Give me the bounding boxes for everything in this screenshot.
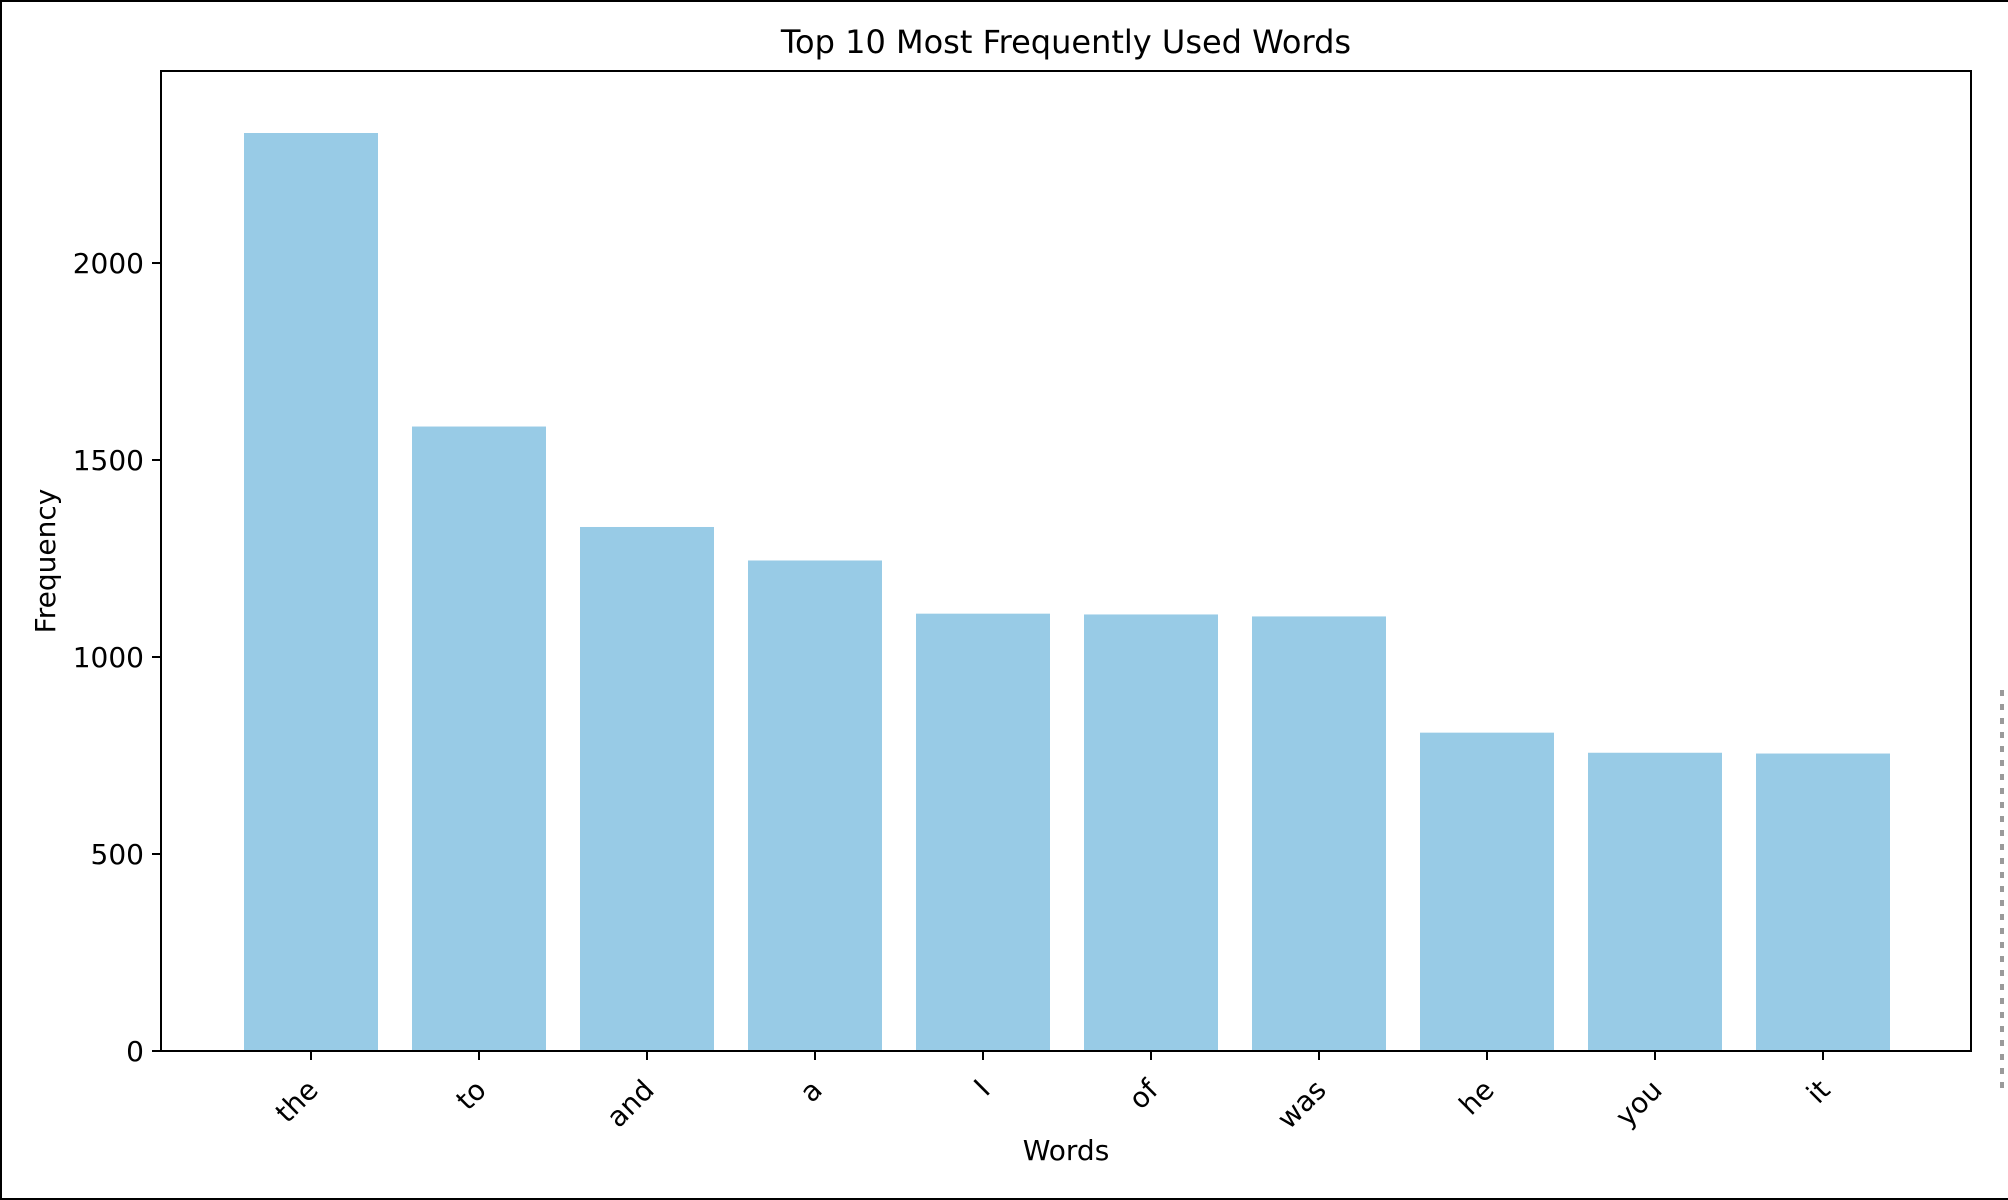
bar-it xyxy=(1756,753,1890,1051)
y-tick-label: 500 xyxy=(91,838,144,871)
y-tick-label: 1000 xyxy=(73,641,144,674)
y-tick-label: 0 xyxy=(126,1035,144,1068)
x-tick-label: he xyxy=(1453,1073,1501,1121)
x-axis-label: Words xyxy=(1023,1134,1110,1167)
x-tick-label: the xyxy=(269,1073,325,1129)
y-axis: 0 500 1000 1500 2000 xyxy=(73,247,161,1068)
x-tick-label: you xyxy=(1609,1073,1669,1133)
bar-to xyxy=(412,426,546,1052)
chart-title: Top 10 Most Frequently Used Words xyxy=(780,23,1351,61)
plot-area-frame xyxy=(160,70,1972,1052)
bar-was xyxy=(1252,616,1386,1051)
bar-of xyxy=(1084,614,1218,1051)
x-tick-label: a xyxy=(793,1073,828,1108)
y-axis-label: Frequency xyxy=(29,489,62,634)
y-tick-label: 2000 xyxy=(73,247,144,280)
x-tick-label: of xyxy=(1122,1073,1165,1116)
x-tick-label: and xyxy=(600,1073,661,1134)
x-tick-label: I xyxy=(967,1073,996,1102)
edge-scroll-artifact xyxy=(2000,690,2004,1090)
bar-he xyxy=(1420,732,1554,1051)
bar-a xyxy=(748,560,882,1051)
x-tick-label: was xyxy=(1271,1073,1333,1135)
bars-group xyxy=(244,133,1890,1052)
x-tick-label: it xyxy=(1800,1073,1837,1110)
bar-the xyxy=(244,133,378,1051)
bar-and xyxy=(580,526,714,1051)
y-tick-label: 1500 xyxy=(73,444,144,477)
x-tick-label: to xyxy=(449,1073,492,1116)
bar-you xyxy=(1588,752,1722,1051)
bar-I xyxy=(916,613,1050,1051)
